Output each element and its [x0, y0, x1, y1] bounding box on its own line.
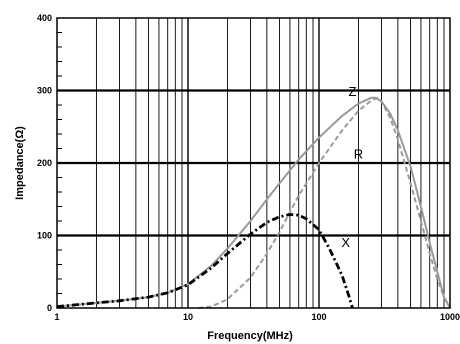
y-axis-label: Impedance(Ω) — [14, 126, 26, 200]
series-label-r: R — [354, 146, 363, 161]
series-line-z — [56, 96, 451, 309]
plot-frame — [56, 17, 451, 309]
series-label-z: Z — [348, 84, 356, 99]
x-tick-label: 100 — [311, 312, 326, 322]
x-tick-label: 1 — [54, 312, 59, 322]
y-tick-label: 200 — [37, 158, 52, 168]
y-tick-label: 400 — [37, 13, 52, 23]
series-label-x: X — [341, 235, 350, 250]
y-tick-label: 100 — [37, 231, 52, 241]
x-axis-label: Frequency(MHz) — [207, 330, 293, 342]
series-lines — [56, 96, 451, 309]
x-tick-label: 10 — [183, 312, 193, 322]
series-line-r — [198, 96, 451, 309]
tick-labels: 1 10 100 1000 0 100 200 300 400 — [37, 13, 460, 322]
y-tick-label: 0 — [47, 303, 52, 313]
grid — [57, 18, 450, 308]
series-labels: Z R X — [341, 84, 363, 250]
x-tick-label: 1000 — [440, 312, 460, 322]
y-tick-label: 300 — [37, 86, 52, 96]
series-line-x — [56, 213, 354, 309]
